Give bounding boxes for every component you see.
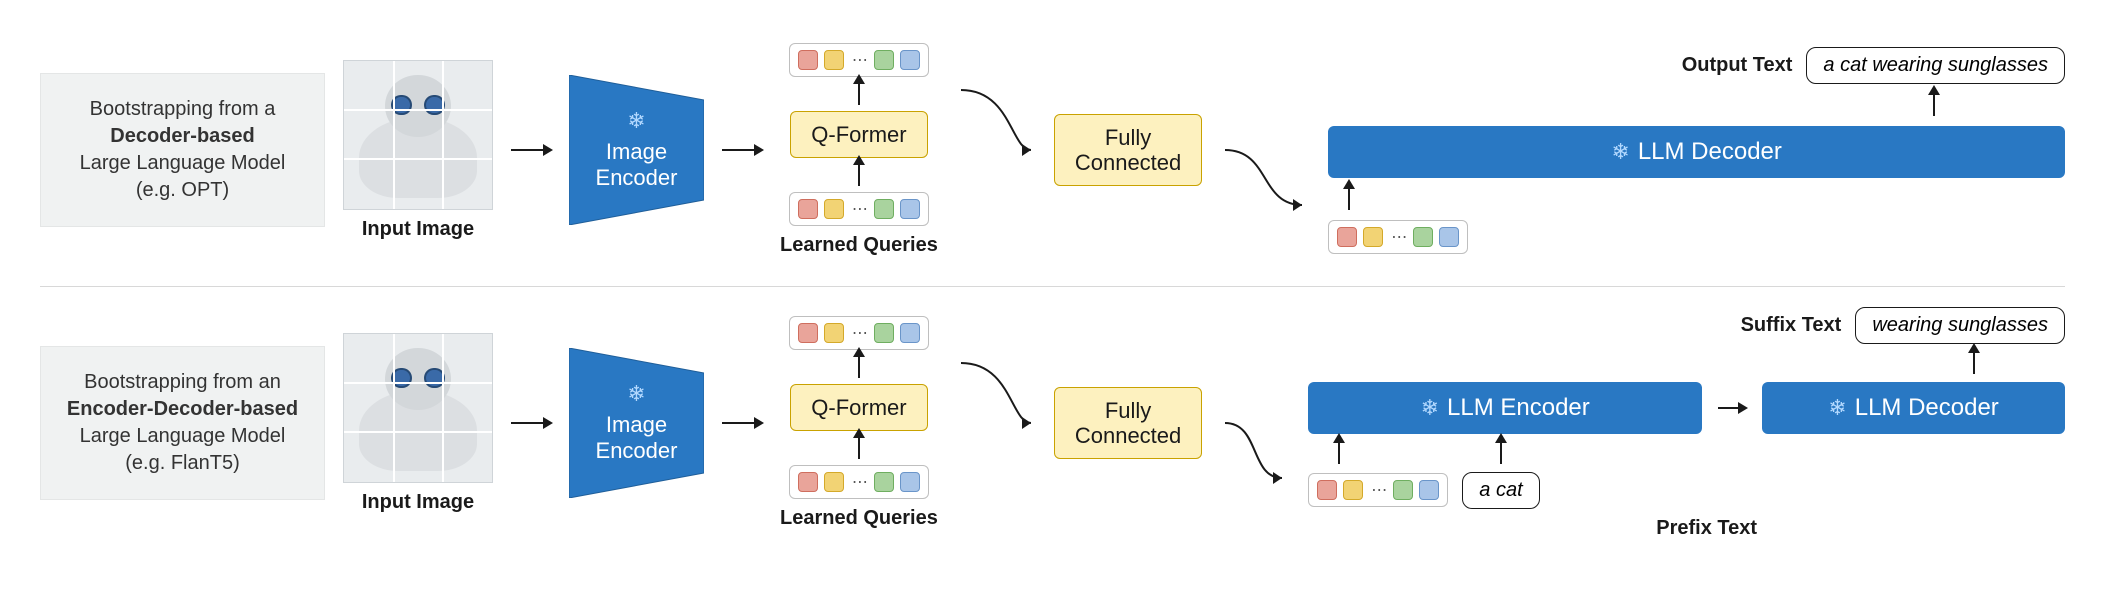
arrow-up-icon [1933,94,1935,116]
arrow-icon [722,149,762,151]
suffix-text-pill: wearing sunglasses [1855,307,2065,344]
row-encoder-decoder-based: Bootstrapping from anEncoder-Decoder-bas… [40,293,2065,553]
llm-encoder-block: ❄ LLM Encoder [1308,382,1702,434]
fully-connected-block: FullyConnected [1054,387,1202,460]
qformer-column: ⋯ Q-Former ⋯ Learned Queries [780,316,938,530]
snowflake-icon: ❄ [1421,395,1439,421]
output-text-pill: a cat wearing sunglasses [1806,47,2065,84]
llm-decoder-block: ❄ LLM Decoder [1328,126,2065,178]
arrow-up-icon [1500,442,1502,464]
divider [40,286,2065,287]
arrow-up-icon [858,437,860,459]
arrow-up-icon [1348,188,1350,210]
snowflake-icon: ❄ [1828,395,1846,421]
learned-queries-label: Learned Queries [780,234,938,257]
llm-decoder-block: ❄ LLM Decoder [1762,382,2065,434]
curve-arrow-icon [956,343,1036,503]
input-image-column: Input Image [343,60,493,241]
token-row-llm-input: ⋯ [1308,473,1448,507]
prefix-text-label: Prefix Text [1308,517,2065,540]
llm-output-column: Output Text a cat wearing sunglasses ❄ L… [1328,47,2065,254]
token-row-bottom: ⋯ [789,192,929,226]
image-encoder-block: ❄ ImageEncoder [569,75,704,225]
input-image-column: Input Image [343,333,493,514]
arrow-up-icon [858,83,860,105]
arrow-up-icon [1338,442,1340,464]
snowflake-icon: ❄ [1611,139,1629,165]
description-box: Bootstrapping from anEncoder-Decoder-bas… [40,346,325,500]
curve-arrow-icon [956,70,1036,230]
curve-arrow-icon [1220,343,1290,503]
llm-encoder-label: LLM Encoder [1447,394,1590,422]
description-box: Bootstrapping from aDecoder-basedLarge L… [40,73,325,227]
qformer-column: ⋯ Q-Former ⋯ Learned Queries [780,43,938,257]
token-row-top: ⋯ [789,43,929,77]
learned-queries-label: Learned Queries [780,507,938,530]
suffix-text-label: Suffix Text [1741,314,1842,337]
llm-decoder-label: LLM Decoder [1855,394,1999,422]
input-image-label: Input Image [362,491,474,514]
token-row-top: ⋯ [789,316,929,350]
arrow-up-icon [858,164,860,186]
snowflake-icon: ❄ [627,108,645,134]
arrow-icon [1718,407,1746,409]
row-decoder-based: Bootstrapping from aDecoder-basedLarge L… [40,20,2065,280]
arrow-icon [511,422,551,424]
image-encoder-label: ImageEncoder [596,412,678,465]
input-image-label: Input Image [362,218,474,241]
arrow-up-icon [858,356,860,378]
prefix-text-pill: a cat [1462,472,1539,509]
arrow-icon [722,422,762,424]
llm-decoder-label: LLM Decoder [1638,138,1782,166]
image-encoder-label: ImageEncoder [596,139,678,192]
qformer-block: Q-Former [790,111,927,158]
qformer-block: Q-Former [790,384,927,431]
token-row-llm-input: ⋯ [1328,220,1468,254]
arrow-icon [511,149,551,151]
image-encoder-block: ❄ ImageEncoder [569,348,704,498]
output-text-label: Output Text [1682,54,1793,77]
fully-connected-block: FullyConnected [1054,114,1202,187]
input-image [343,60,493,210]
input-image [343,333,493,483]
llm-encdec-column: Suffix Text wearing sunglasses ❄ LLM Enc… [1308,307,2065,540]
snowflake-icon: ❄ [627,381,645,407]
token-row-bottom: ⋯ [789,465,929,499]
arrow-up-icon [1973,352,1975,374]
curve-arrow-icon [1220,70,1310,230]
